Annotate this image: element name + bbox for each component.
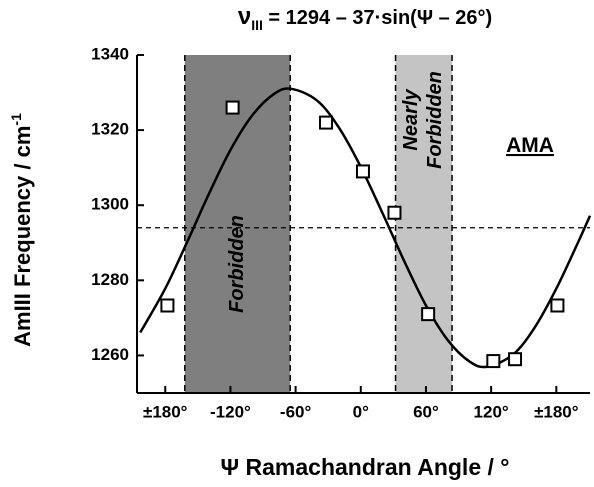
annotation: AMA [506, 134, 554, 157]
data-point [225, 100, 240, 115]
y-tick-label: 1320 [91, 120, 129, 139]
fit-curve [139, 87, 592, 369]
x-tick-label: ±180° [534, 402, 579, 421]
region-label: Nearly [400, 89, 422, 151]
data-point [355, 164, 370, 179]
data-point [319, 115, 334, 130]
y-tick-label: 1280 [91, 270, 129, 289]
y-axis-label: AmIII Frequency / cm-1 [8, 113, 35, 347]
region-label: Forbidden [226, 215, 248, 313]
data-point [486, 354, 501, 369]
x-axis-label: Ψ Ramachandran Angle / ° [221, 454, 510, 480]
data-point [387, 205, 402, 220]
y-tick-label: 1340 [91, 44, 129, 63]
x-tick-label: ±180° [143, 402, 188, 421]
data-point [508, 352, 523, 367]
x-tick-label: 120° [474, 402, 509, 421]
region-label: Forbidden [424, 71, 446, 169]
x-tick-label: -60° [280, 402, 312, 421]
x-tick-label: -120° [210, 402, 251, 421]
data-point [550, 298, 565, 313]
data-point [160, 298, 175, 313]
y-tick-label: 1300 [91, 195, 129, 214]
x-tick-label: 0° [353, 402, 369, 421]
region [395, 55, 453, 393]
y-tick-label: 1260 [91, 345, 129, 364]
chart-title: νIII = 1294 – 37·sin(Ψ – 26°) [238, 3, 492, 33]
data-point [421, 307, 436, 322]
x-tick-label: 60° [413, 402, 439, 421]
